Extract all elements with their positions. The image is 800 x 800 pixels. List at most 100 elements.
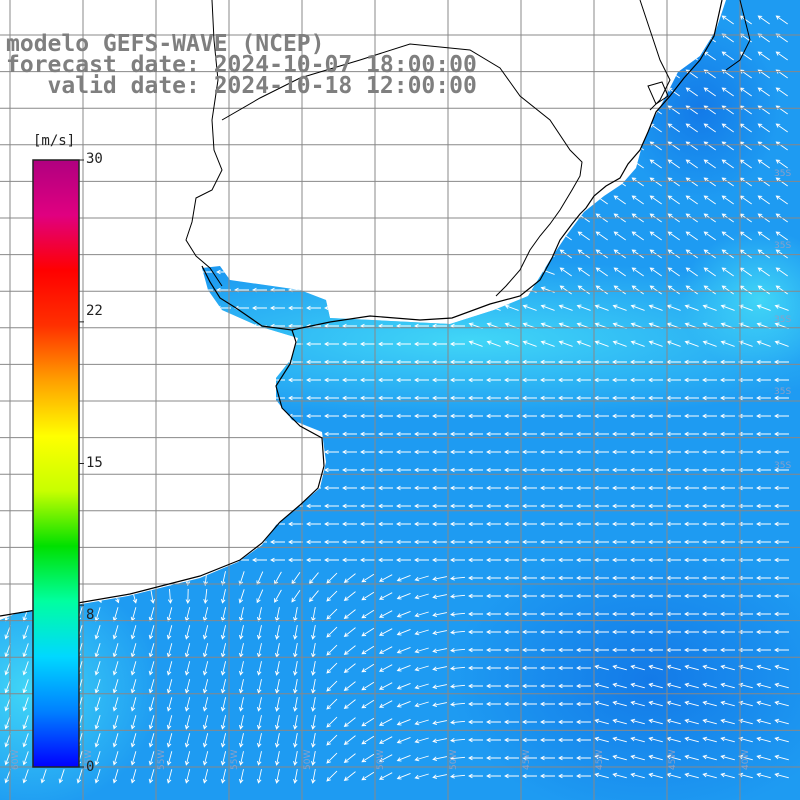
wind-arrow	[361, 645, 375, 655]
wind-arrow	[396, 628, 411, 636]
longitude-label: 50W	[303, 750, 313, 770]
wind-arrow	[396, 574, 411, 582]
wind-arrow	[774, 629, 789, 635]
wind-arrow	[558, 575, 573, 581]
wind-arrow	[648, 682, 663, 689]
wind-arrow	[685, 231, 698, 241]
wind-arrow	[720, 575, 735, 581]
wind-arrow	[775, 267, 788, 277]
longitude-label: 45W	[595, 750, 605, 770]
wind-arrow	[595, 249, 608, 259]
wind-arrow	[612, 377, 627, 383]
wind-arrow	[184, 625, 191, 640]
wind-arrow	[648, 304, 663, 311]
wind-arrow	[522, 683, 537, 689]
wind-arrow	[306, 503, 321, 509]
wind-arrow	[684, 772, 699, 779]
wind-arrow	[450, 666, 466, 671]
wind-arrow	[326, 644, 338, 656]
wind-arrow	[256, 733, 262, 748]
wind-arrow	[274, 715, 280, 730]
wind-arrow	[594, 736, 609, 743]
wind-arrow	[522, 467, 537, 473]
wind-arrow	[220, 715, 227, 730]
wind-arrow	[293, 715, 298, 730]
wind-arrow	[594, 359, 609, 365]
wind-arrow	[540, 377, 555, 383]
wind-arrow	[720, 503, 735, 509]
wind-arrow	[311, 733, 316, 748]
wind-arrow	[396, 395, 411, 401]
wind-arrow	[738, 431, 753, 437]
wind-arrow	[450, 413, 465, 419]
wind-arrow	[756, 557, 771, 563]
wind-arrow	[288, 377, 303, 383]
wind-arrow	[220, 661, 227, 676]
wind-arrow	[558, 701, 573, 707]
wind-arrow	[326, 680, 338, 692]
wind-arrow	[522, 449, 537, 455]
wind-arrow	[396, 449, 411, 455]
wind-arrow	[468, 755, 483, 761]
wind-arrow	[522, 701, 537, 707]
longitude-label: 40W	[741, 750, 751, 770]
wind-arrow	[22, 625, 29, 640]
wind-arrow	[522, 611, 537, 617]
wind-arrow	[595, 231, 608, 241]
wind-arrow	[756, 700, 771, 707]
wind-arrow	[522, 304, 537, 311]
wind-arrow	[774, 593, 789, 599]
wind-arrow	[612, 736, 627, 743]
wind-arrow	[721, 51, 734, 61]
wind-arrow	[184, 751, 191, 766]
wind-arrow	[576, 755, 591, 761]
wind-arrow	[378, 521, 393, 527]
wind-arrow	[702, 340, 717, 347]
wind-arrow	[540, 503, 555, 509]
wind-arrow	[432, 756, 447, 762]
wind-arrow	[184, 661, 191, 676]
wind-arrow	[648, 503, 663, 509]
wind-arrow	[378, 736, 393, 744]
wind-arrow	[396, 485, 411, 491]
wind-arrow	[684, 575, 699, 581]
wind-arrow	[504, 467, 519, 473]
wind-arrow	[166, 733, 173, 748]
wind-arrow	[202, 715, 209, 730]
wind-arrow	[306, 413, 321, 419]
wind-arrow	[378, 449, 393, 455]
colorbar-tick-label: 30	[86, 151, 103, 167]
wind-arrow	[468, 593, 483, 599]
wind-arrow	[594, 629, 609, 635]
wind-arrow	[378, 395, 393, 401]
wind-arrow	[612, 395, 627, 401]
wind-arrow	[288, 521, 303, 527]
wind-arrow	[558, 395, 573, 401]
wind-arrow	[450, 431, 465, 437]
wind-arrow	[378, 431, 393, 437]
wind-arrow	[756, 611, 771, 617]
wind-arrow	[720, 611, 735, 617]
wind-arrow	[558, 593, 573, 599]
wind-arrow	[432, 557, 447, 563]
wind-arrow	[361, 573, 375, 583]
wind-arrow	[684, 340, 699, 347]
wind-arrow	[540, 413, 555, 419]
longitude-label: 60W	[11, 750, 21, 770]
wind-arrow	[306, 359, 321, 365]
river-border	[185, 0, 751, 297]
wind-arrow	[468, 773, 483, 779]
wind-arrow	[648, 593, 663, 599]
longitude-label: 55W	[84, 750, 94, 770]
wind-arrow	[361, 681, 375, 691]
wind-arrow	[774, 682, 789, 689]
wind-arrow	[414, 431, 429, 437]
wind-arrow	[130, 733, 137, 748]
wind-arrow	[166, 697, 173, 712]
wind-arrow	[540, 701, 555, 707]
wind-arrow	[378, 700, 393, 708]
wind-arrow	[757, 15, 770, 25]
wind-arrow	[324, 413, 339, 419]
wind-arrow	[594, 413, 609, 419]
